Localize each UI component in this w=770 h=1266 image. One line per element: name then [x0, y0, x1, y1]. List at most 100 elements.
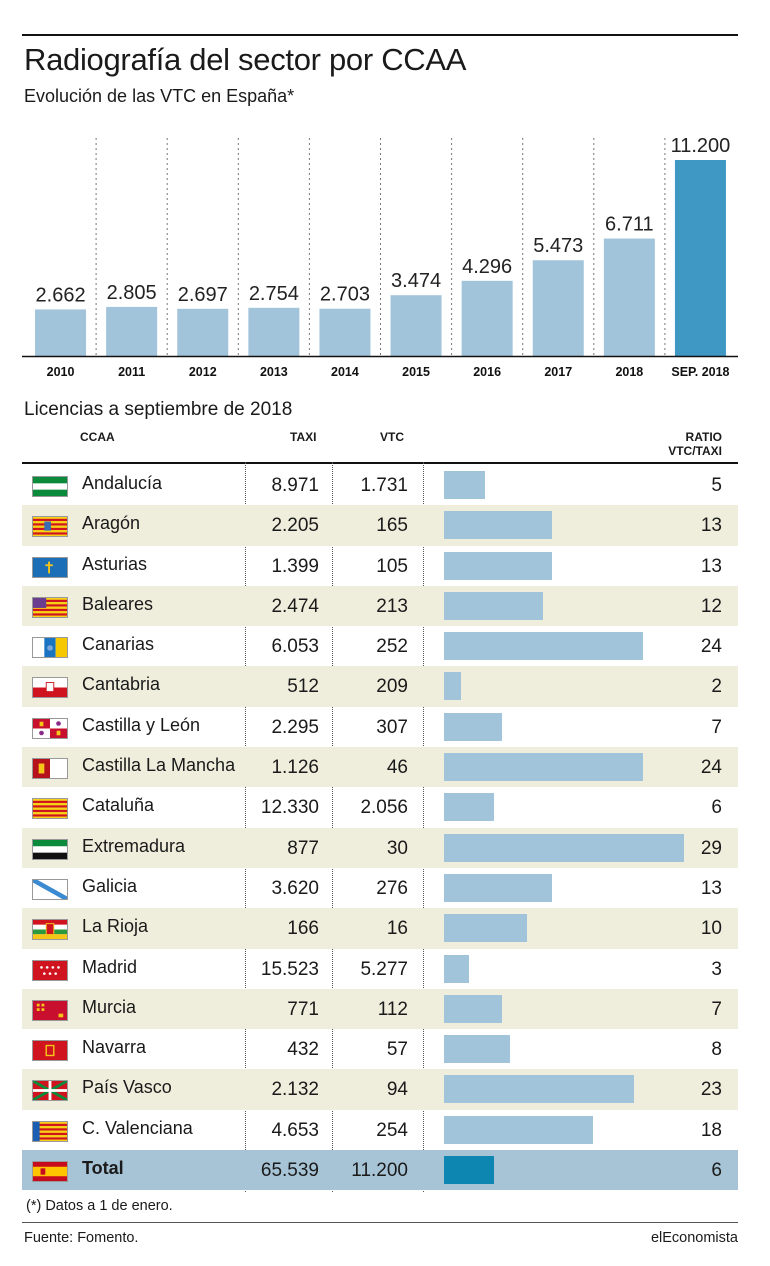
table-row: La Rioja 166 16 10	[22, 908, 738, 949]
col-header-ccaa: CCAA	[80, 430, 115, 444]
ratio-value: 24	[700, 636, 722, 658]
canarias-flag	[32, 637, 68, 659]
bar-2017	[532, 260, 584, 356]
region-name: Andalucía	[82, 473, 163, 493]
table-row: Asturias 1.399 105 13	[22, 546, 738, 586]
col-header-ratio-line2: VTC/TAXI	[668, 444, 722, 458]
bar-2012	[177, 308, 229, 356]
baleares-flag	[32, 596, 68, 618]
vtc-count: 276	[376, 877, 408, 899]
table-row: C. Valenciana 4.653 254 18	[22, 1110, 738, 1150]
region-name: C. Valenciana	[82, 1117, 193, 1138]
taxi-count: 3.620	[271, 877, 319, 899]
x-tick-label: 2013	[260, 365, 288, 379]
vtc-count: 11.200	[351, 1160, 408, 1182]
ratio-value: 8	[711, 1039, 722, 1061]
vtc-count: 57	[386, 1039, 408, 1061]
table-row: Andalucía 8.971 1.731 5	[22, 465, 738, 505]
navarra-flag	[32, 1040, 68, 1062]
region-name: Galicia	[82, 875, 138, 896]
ratio-bar	[444, 994, 502, 1023]
bar-value-label: 2.662	[36, 284, 86, 306]
ratio-value: 7	[711, 716, 722, 738]
region-name: Madrid	[82, 956, 138, 977]
bar-sep-2018	[674, 160, 726, 356]
region-name: Aragón	[82, 513, 141, 534]
ratio-bar	[444, 914, 527, 943]
cataluna-flag	[32, 798, 68, 820]
table-row: Murcia 771 112 7	[22, 988, 738, 1030]
aragon-flag	[32, 516, 68, 538]
ratio-bar	[444, 632, 643, 661]
footnote: (*) Datos a 1 de enero.	[26, 1198, 173, 1214]
bar-value-label: 11.200	[671, 135, 731, 157]
ratio-value: 6	[711, 797, 722, 819]
x-tick-label: 2012	[189, 365, 217, 379]
ratio-value: 29	[700, 837, 722, 859]
ratio-bar	[444, 1156, 494, 1185]
espana-flag	[32, 1161, 68, 1183]
ratio-bar	[444, 793, 494, 822]
x-tick-label: 2010	[47, 365, 75, 379]
ratio-bar	[444, 1115, 593, 1144]
vtc-evolution-chart: 2.662 2010 2.805 2011 2.697 2012 2.754 2013 2.70…	[22, 135, 738, 379]
region-name: Navarra	[82, 1037, 147, 1058]
region-name: Cataluña	[82, 795, 155, 816]
castilla-y-leon-flag	[32, 717, 68, 739]
vtc-count: 112	[377, 998, 408, 1020]
taxi-count: 4.653	[271, 1119, 319, 1141]
ratio-value: 6	[711, 1160, 722, 1182]
galicia-flag	[32, 878, 68, 900]
taxi-count: 6.053	[271, 636, 319, 658]
bar-value-label: 2.703	[320, 284, 370, 306]
taxi-count: 166	[287, 918, 319, 940]
ratio-value: 5	[711, 475, 722, 496]
ratio-bar	[444, 1075, 635, 1104]
taxi-count: 512	[287, 676, 319, 698]
vtc-count: 2.056	[360, 797, 408, 819]
column-divider	[423, 462, 424, 1192]
region-name: Canarias	[82, 634, 155, 655]
region-name: Asturias	[82, 553, 148, 574]
table-row: Madrid 15.523 5.277 3	[22, 949, 738, 989]
asturias-flag	[32, 556, 68, 578]
taxi-count: 12.330	[260, 797, 319, 819]
taxi-count: 15.523	[260, 958, 319, 980]
vtc-count: 105	[376, 555, 408, 577]
bar-value-label: 6.711	[605, 214, 654, 236]
region-name: La Rioja	[82, 916, 149, 937]
vtc-count: 213	[376, 595, 408, 617]
bar-2015	[390, 295, 442, 356]
bar-2018	[603, 238, 655, 356]
x-tick-label: 2016	[473, 365, 501, 379]
page-title: Radiografía del sector por CCAA	[24, 42, 467, 77]
region-name: Extremadura	[82, 835, 186, 856]
vtc-count: 254	[376, 1119, 408, 1141]
chart-subtitle: Evolución de las VTC en España*	[24, 86, 295, 106]
pais-vasco-flag	[32, 1080, 68, 1102]
column-divider	[245, 462, 246, 1192]
ratio-bar	[444, 954, 469, 983]
ratio-bar	[444, 873, 552, 902]
bar-value-label: 2.805	[107, 282, 157, 304]
vtc-count: 30	[386, 837, 408, 859]
table-row: Aragón 2.205 165 13	[22, 505, 738, 546]
footer-rule	[22, 1222, 738, 1223]
region-name: Murcia	[82, 996, 137, 1017]
castilla-la-mancha-flag	[32, 758, 68, 780]
ratio-value: 13	[700, 877, 722, 899]
col-header-ratio: RATIO VTC/TAXI	[668, 430, 722, 458]
region-name: País Vasco	[82, 1077, 172, 1098]
la-rioja-flag	[32, 919, 68, 941]
ratio-bar	[444, 753, 643, 782]
table-row: Baleares 2.474 213 12	[22, 585, 738, 627]
x-tick-label: SEP. 2018	[671, 365, 729, 379]
table-top-rule	[22, 462, 738, 464]
ratio-value: 24	[700, 757, 722, 779]
taxi-count: 1.126	[271, 757, 319, 779]
ratio-value: 13	[700, 515, 722, 537]
x-tick-label: 2017	[544, 365, 572, 379]
licences-table: Andalucía 8.971 1.731 5 Aragón 2.205 165 13 Astu…	[22, 465, 738, 1191]
top-rule	[22, 34, 738, 36]
taxi-count: 2.474	[271, 595, 319, 617]
